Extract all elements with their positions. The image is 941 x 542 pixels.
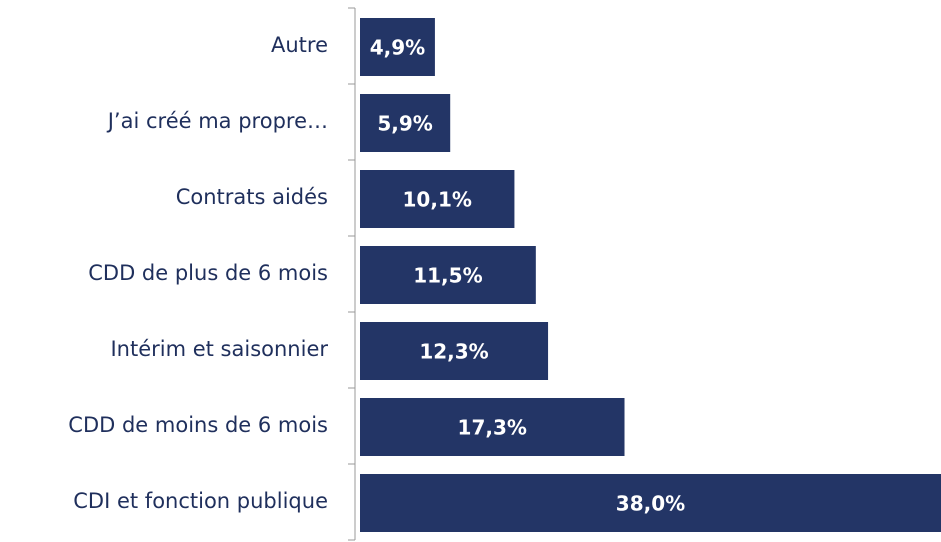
bar xyxy=(360,18,435,76)
category-label: CDD de plus de 6 mois xyxy=(88,261,328,285)
category-label: J’ai créé ma propre… xyxy=(106,109,328,133)
value-label: 11,5% xyxy=(413,264,482,288)
value-label: 17,3% xyxy=(458,416,527,440)
bar xyxy=(360,474,941,532)
bar xyxy=(360,94,451,152)
value-label: 10,1% xyxy=(403,188,472,212)
bar xyxy=(360,398,625,456)
category-label: CDI et fonction publique xyxy=(73,489,328,513)
value-label: 4,9% xyxy=(370,36,425,60)
value-label: 12,3% xyxy=(419,340,488,364)
value-label: 5,9% xyxy=(377,112,432,136)
category-label: Contrats aidés xyxy=(176,185,328,209)
bar xyxy=(360,170,515,228)
value-label: 38,0% xyxy=(616,492,685,516)
category-label: Autre xyxy=(271,33,328,57)
category-label: CDD de moins de 6 mois xyxy=(68,413,328,437)
category-label: Intérim et saisonnier xyxy=(110,337,328,361)
bar xyxy=(360,246,536,304)
bar xyxy=(360,322,549,380)
